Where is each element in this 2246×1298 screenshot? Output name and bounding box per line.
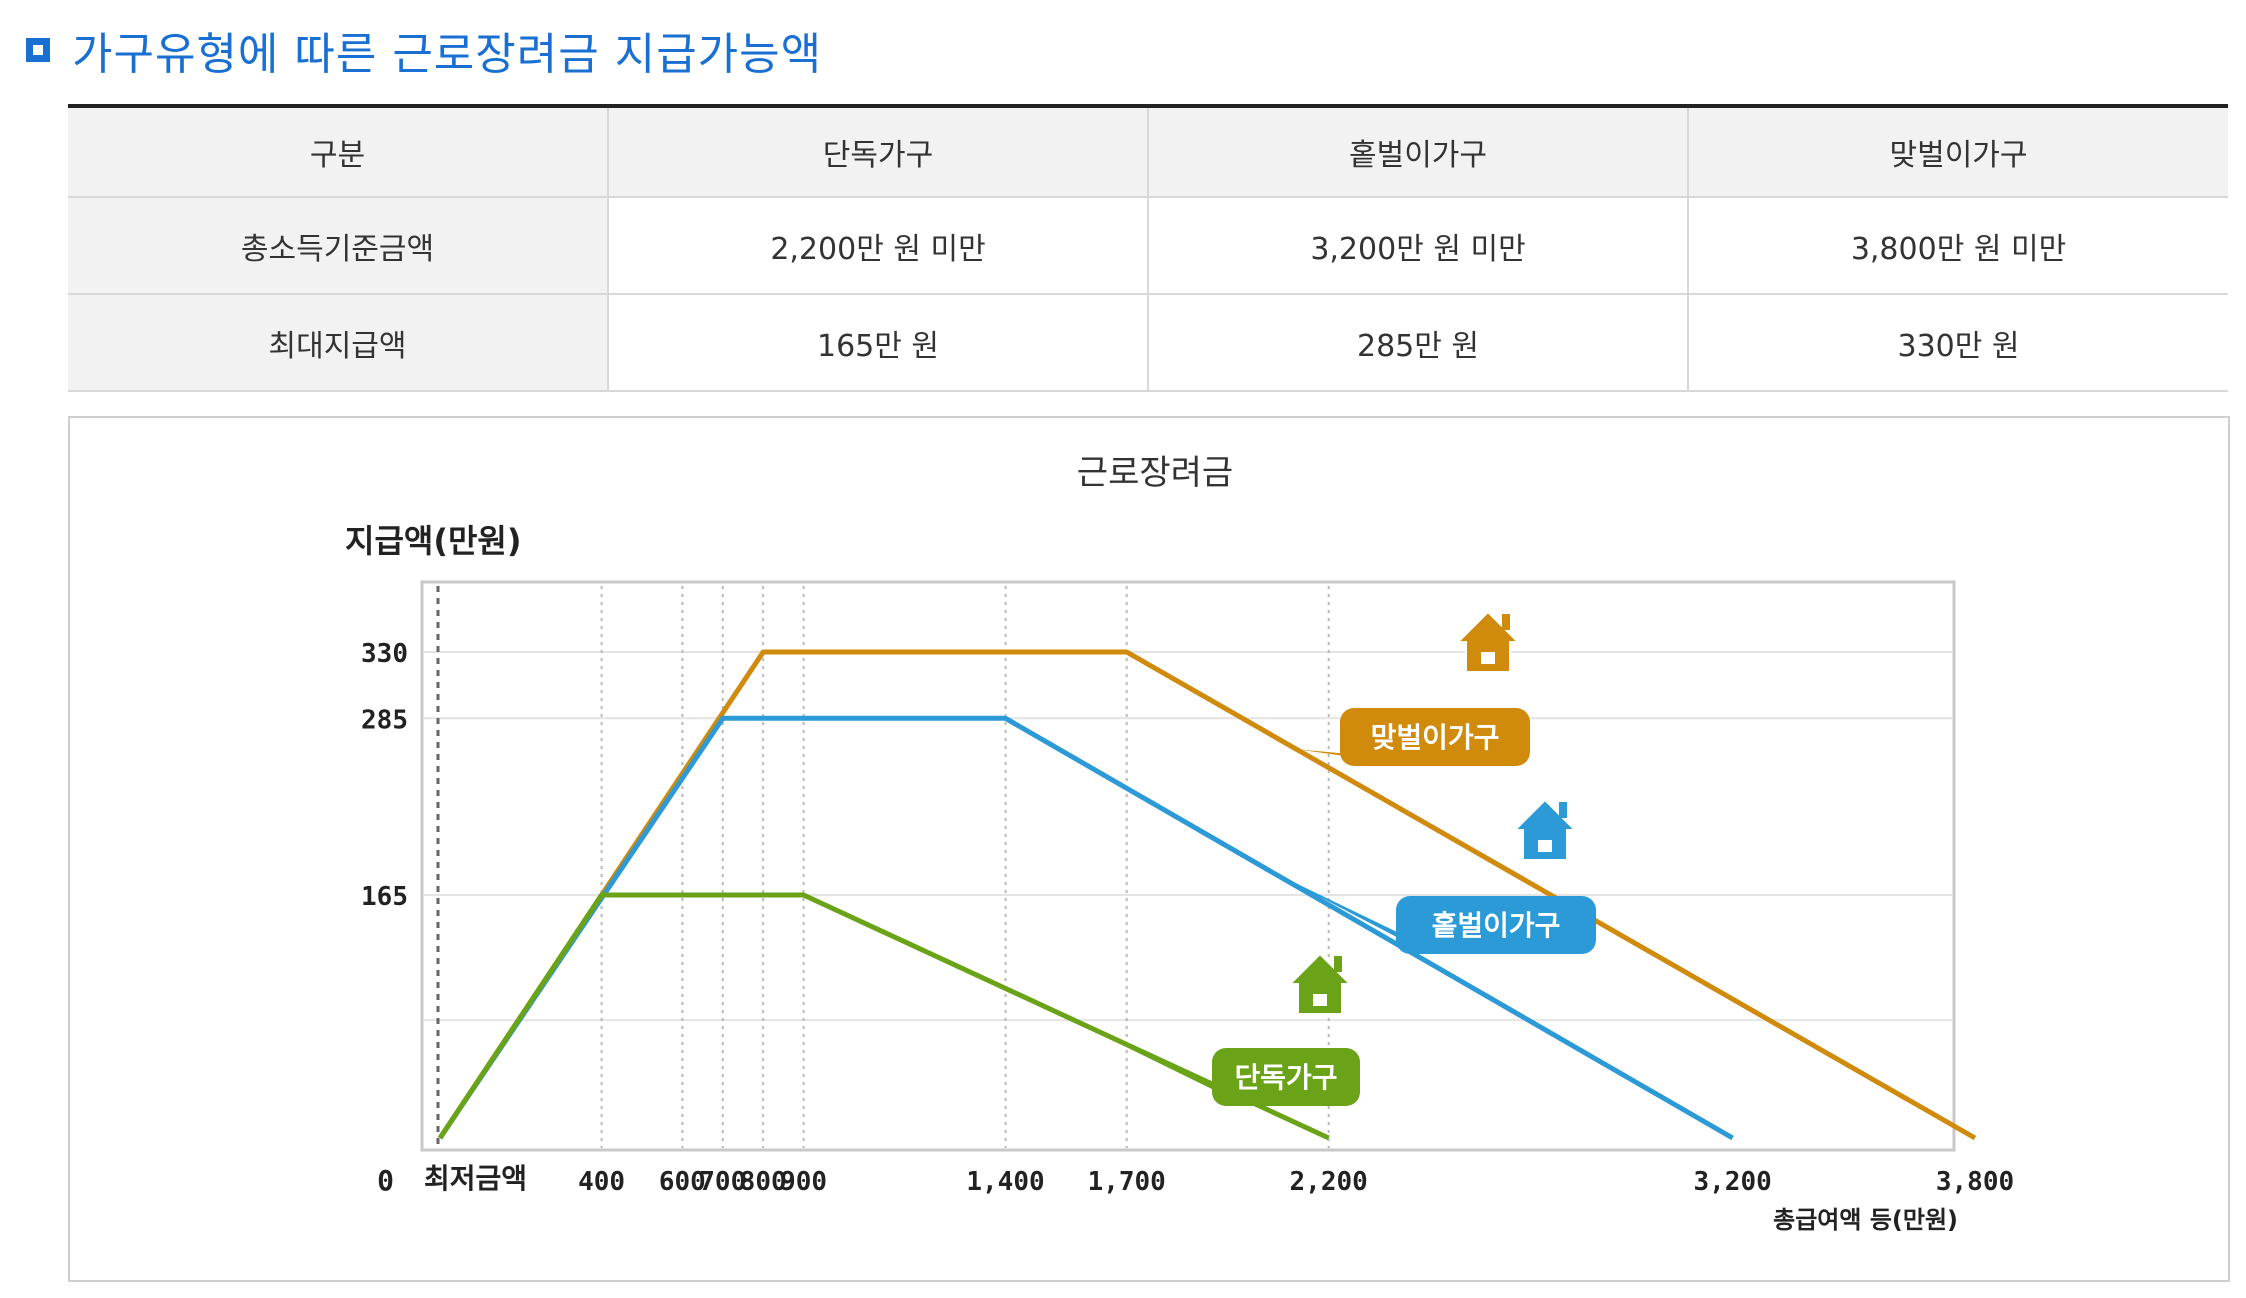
- square-bullet-icon: [26, 38, 50, 62]
- y-axis-label: 지급액(만원): [345, 522, 521, 560]
- benefit-table: 구분 단독가구 홑벌이가구 맞벌이가구 총소득기준금액 2,200만 원 미만 …: [68, 104, 2228, 392]
- chart-container: 근로장려금 지급액(만원) 총급여액 등(만원) 0 최저금액 165 285 33…: [68, 416, 2230, 1282]
- house-chimney: [1502, 614, 1510, 630]
- house-icon: [1287, 952, 1353, 1015]
- table-header-single-earner: 홑벌이가구: [1148, 106, 1689, 198]
- table-header-dual-earner: 맞벌이가구: [1688, 106, 2228, 198]
- x-tick-label: 1,400: [966, 1167, 1044, 1197]
- origin-label: 0: [377, 1164, 394, 1197]
- series-callout-0: 맞벌이가구: [1296, 610, 1530, 766]
- table-cell: 3,200만 원 미만: [1148, 197, 1689, 295]
- series-name-label: 홑벌이가구: [1432, 909, 1561, 942]
- x-tick-label: 3,200: [1693, 1167, 1771, 1197]
- x-tick-label: 600: [659, 1167, 706, 1197]
- series-callout-1: 홑벌이가구: [1267, 798, 1596, 954]
- table-cell: 285만 원: [1148, 294, 1689, 392]
- table-cell: 165만 원: [608, 294, 1149, 392]
- x-tick-label: 3,800: [1936, 1167, 2014, 1197]
- table-cell: 2,200만 원 미만: [608, 197, 1149, 295]
- house-icon: [1455, 610, 1521, 673]
- table-header-category: 구분: [68, 106, 609, 198]
- table-header-row: 구분 단독가구 홑벌이가구 맞벌이가구: [68, 106, 2228, 198]
- x-tick-label: 700: [699, 1167, 746, 1197]
- x-tick-label: 900: [780, 1167, 827, 1197]
- series-name-label: 단독가구: [1234, 1061, 1337, 1094]
- chart-title: 근로장려금: [1077, 453, 1233, 493]
- x-axis-label: 총급여액 등(만원): [1773, 1206, 1958, 1234]
- table-header-single: 단독가구: [608, 106, 1149, 198]
- x-tick-label: 1,700: [1088, 1167, 1166, 1197]
- table-cell: 총소득기준금액: [68, 197, 609, 295]
- house-door: [1313, 994, 1327, 1006]
- y-tick-label: 165: [361, 882, 408, 912]
- table-row: 최대지급액 165만 원 285만 원 330만 원: [68, 294, 2228, 392]
- callout-pointer: [1024, 997, 1246, 1100]
- y-tick-label: 330: [361, 639, 408, 669]
- house-chimney: [1334, 956, 1342, 972]
- house-chimney: [1559, 802, 1567, 818]
- series-name-label: 맞벌이가구: [1371, 721, 1500, 754]
- earned-income-chart: 근로장려금 지급액(만원) 총급여액 등(만원) 0 최저금액 165 285 33…: [345, 453, 2014, 1234]
- series-callout-2: 단독가구: [1024, 952, 1360, 1106]
- min-wage-label: 최저금액: [424, 1162, 527, 1195]
- x-tick-label: 2,200: [1290, 1167, 1368, 1197]
- x-tick-label: 800: [740, 1167, 787, 1197]
- x-tick-label: 400: [578, 1167, 625, 1197]
- table-cell: 330만 원: [1688, 294, 2228, 392]
- callout-box: [1340, 708, 1530, 766]
- house-door: [1481, 652, 1495, 664]
- callout-box: [1212, 1048, 1360, 1106]
- house-door: [1538, 840, 1552, 852]
- y-tick-label: 285: [361, 705, 408, 735]
- table-row: 총소득기준금액 2,200만 원 미만 3,200만 원 미만 3,800만 원…: [68, 197, 2228, 295]
- series-line-2: [437, 892, 1330, 1141]
- page-title: 가구유형에 따른 근로장려금 지급가능액: [72, 29, 823, 80]
- house-icon: [1512, 798, 1578, 861]
- plot-frame: [420, 580, 1956, 1152]
- section-heading: 가구유형에 따른 근로장려금 지급가능액: [26, 18, 822, 82]
- callout-box: [1396, 896, 1596, 954]
- table-cell: 최대지급액: [68, 294, 609, 392]
- table-cell: 3,800만 원 미만: [1688, 197, 2228, 295]
